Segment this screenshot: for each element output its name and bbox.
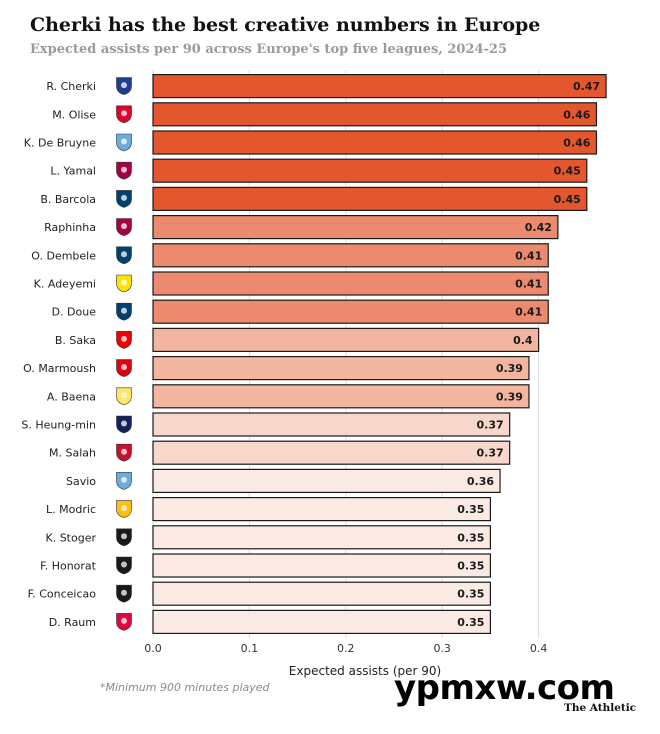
- bar: [152, 130, 598, 155]
- man-city-crest-icon: [116, 133, 132, 152]
- player-name-label: R. Cherki: [46, 80, 96, 93]
- bar-value-label: 0.41: [515, 249, 542, 262]
- bar: [152, 440, 511, 465]
- bar: [152, 102, 598, 127]
- liverpool-crest-icon: [116, 443, 132, 462]
- juventus-crest-icon: [116, 584, 132, 603]
- brand-logo: The Athletic: [564, 702, 637, 714]
- bar: [152, 271, 549, 296]
- bar-value-label: 0.41: [515, 278, 542, 291]
- lyon-crest-icon: [116, 77, 132, 95]
- player-name-label: Raphinha: [44, 221, 96, 234]
- player-name-label: O. Dembele: [31, 249, 96, 262]
- bar-value-label: 0.35: [457, 588, 484, 601]
- bar-value-label: 0.39: [496, 390, 523, 403]
- player-name-label: D. Doue: [52, 306, 97, 319]
- barcelona-crest-icon: [116, 218, 132, 236]
- arsenal-crest-icon: [116, 331, 132, 349]
- barcelona-crest-icon: [116, 161, 132, 180]
- bar-value-label: 0.35: [457, 531, 484, 544]
- bar: [152, 299, 549, 324]
- player-name-label: F. Conceicao: [28, 588, 97, 601]
- psg-crest-icon: [116, 246, 132, 265]
- bar-value-label: 0.39: [496, 362, 523, 375]
- gladbach-crest-icon: [116, 528, 132, 547]
- x-tick-label: 0.0: [144, 642, 162, 655]
- frankfurt-crest-icon: [116, 359, 132, 377]
- man-city-crest-icon: [116, 472, 132, 490]
- player-name-label: S. Heung-min: [21, 419, 96, 432]
- player-name-label: A. Baena: [47, 390, 96, 403]
- bar-value-label: 0.46: [563, 108, 590, 121]
- bar: [152, 525, 491, 550]
- bar-value-label: 0.47: [573, 80, 600, 93]
- bar: [152, 158, 588, 183]
- footnote: *Minimum 900 minutes played: [100, 681, 270, 694]
- player-name-label: Savio: [66, 475, 96, 488]
- player-name-label: L. Modric: [46, 503, 96, 516]
- psg-crest-icon: [116, 190, 132, 208]
- x-tick-label: 0.3: [433, 642, 451, 655]
- bar: [152, 356, 530, 381]
- bar: [152, 497, 491, 522]
- player-name-label: F. Honorat: [40, 560, 97, 573]
- bar: [152, 73, 607, 99]
- x-axis-label: Expected assists (per 90): [289, 664, 441, 678]
- bar: [152, 215, 559, 240]
- psg-crest-icon: [116, 302, 132, 321]
- tottenham-crest-icon: [116, 415, 132, 434]
- bar: [152, 412, 511, 437]
- bar-value-label: 0.35: [457, 503, 484, 516]
- bar: [152, 243, 549, 268]
- player-name-label: O. Marmoush: [23, 362, 96, 375]
- real-madrid-crest-icon: [116, 500, 132, 518]
- x-tick-label: 0.2: [337, 642, 355, 655]
- player-name-label: D. Raum: [49, 616, 96, 629]
- bar: [152, 468, 501, 493]
- bar-value-label: 0.46: [563, 137, 590, 150]
- bar-value-label: 0.42: [525, 221, 552, 234]
- chart-subtitle: Expected assists per 90 across Europe's …: [30, 42, 508, 57]
- bar-value-label: 0.35: [457, 560, 484, 573]
- player-name-label: K. Stoger: [45, 531, 96, 544]
- leipzig-crest-icon: [116, 613, 132, 631]
- bar-value-label: 0.36: [467, 475, 494, 488]
- chart-title: Cherki has the best creative numbers in …: [30, 14, 541, 36]
- bar-value-label: 0.4: [513, 334, 533, 347]
- bar: [152, 384, 530, 409]
- player-name-label: B. Barcola: [40, 193, 96, 206]
- bar: [152, 609, 491, 635]
- player-name-label: K. Adeyemi: [34, 278, 96, 291]
- player-name-label: B. Saka: [55, 334, 96, 347]
- x-tick-label: 0.1: [241, 642, 259, 655]
- player-name-label: M. Olise: [52, 108, 96, 121]
- bar-value-label: 0.35: [457, 616, 484, 629]
- bar: [152, 327, 540, 352]
- bar-value-label: 0.45: [554, 193, 581, 206]
- bayern-crest-icon: [116, 105, 132, 124]
- bar-value-label: 0.41: [515, 306, 542, 319]
- bar: [152, 553, 491, 578]
- player-name-label: K. De Bruyne: [24, 137, 96, 150]
- bar-value-label: 0.37: [477, 419, 504, 432]
- bar-value-label: 0.37: [477, 447, 504, 460]
- watermark: ypmxw.com: [394, 668, 615, 708]
- dortmund-crest-icon: [116, 274, 132, 293]
- villarreal-crest-icon: [116, 387, 132, 406]
- bar: [152, 581, 491, 606]
- player-name-label: M. Salah: [49, 447, 96, 460]
- player-name-label: L. Yamal: [50, 165, 96, 178]
- x-tick-label: 0.4: [530, 642, 548, 655]
- bar: [152, 186, 588, 211]
- bar-value-label: 0.45: [554, 165, 581, 178]
- gladbach-crest-icon: [116, 556, 132, 575]
